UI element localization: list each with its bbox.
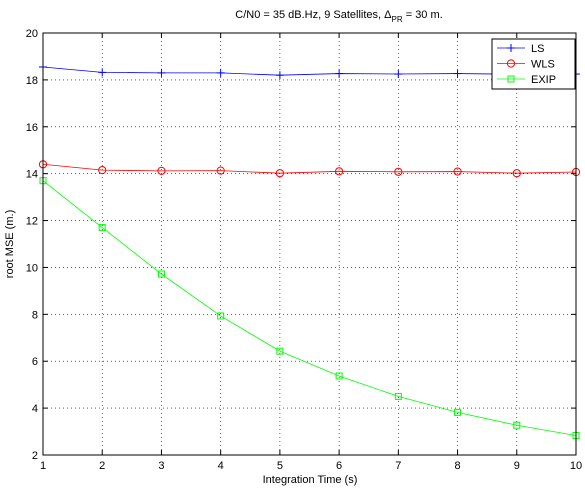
- series-lines: [42, 66, 577, 436]
- data-point-wls: [98, 166, 107, 175]
- data-point-exip: [217, 312, 225, 320]
- x-tick-label: 3: [158, 460, 164, 472]
- series-line-ls: [42, 66, 577, 76]
- data-point-exip: [276, 347, 284, 355]
- y-tick-label: 2: [32, 450, 38, 462]
- data-point-wls: [453, 167, 462, 176]
- y-tick-label: 14: [26, 169, 38, 181]
- x-tick-label: 6: [336, 460, 342, 472]
- x-tick-label: 9: [514, 460, 520, 472]
- data-point-wls: [394, 167, 403, 176]
- x-tick-labels: 1 2 3 4 5 6 7 8 9 10: [40, 460, 582, 472]
- y-tick-label: 16: [26, 122, 38, 134]
- title-subscript: PR: [392, 15, 403, 24]
- data-point-ls: [98, 68, 107, 77]
- axis-ticks: [42, 32, 577, 456]
- series-line-exip: [42, 180, 577, 436]
- data-point-exip: [513, 421, 521, 429]
- data-point-ls: [157, 68, 166, 77]
- title-delta: Δ: [384, 9, 392, 21]
- data-point-exip: [335, 372, 343, 380]
- y-tick-label: 6: [32, 356, 38, 368]
- x-tick-label: 10: [570, 460, 582, 472]
- data-point-wls: [275, 169, 284, 178]
- data-point-ls: [216, 68, 225, 77]
- legend-marker-exip: [507, 75, 515, 83]
- legend-label-ls: LS: [531, 43, 544, 55]
- title-prefix: C/N0 = 35 dB.Hz, 9 Satellites,: [235, 9, 384, 21]
- legend-marker-wls: [506, 59, 516, 68]
- data-point-exip: [394, 392, 402, 400]
- title-suffix: = 30 m.: [403, 9, 443, 21]
- legend-label-wls: WLS: [531, 59, 555, 71]
- y-tick-label: 18: [26, 75, 38, 87]
- y-tick-label: 4: [32, 403, 38, 415]
- x-tick-label: 4: [218, 460, 224, 472]
- data-point-wls: [335, 167, 344, 176]
- plot-area: [43, 33, 576, 455]
- y-tick-label: 8: [32, 309, 38, 321]
- y-tick-labels: 2 4 6 8 10 12 14 16 18 20: [26, 28, 38, 462]
- legend-marker-ls: [507, 44, 515, 52]
- data-point-ls: [453, 69, 462, 78]
- x-tick-label: 2: [99, 460, 105, 472]
- y-axis-label: root MSE (m.): [4, 210, 16, 278]
- data-point-exip: [98, 224, 106, 232]
- series-line-wls: [42, 163, 577, 174]
- data-point-ls: [335, 69, 344, 78]
- data-point-exip: [157, 270, 165, 278]
- y-tick-label: 12: [26, 216, 38, 228]
- data-point-wls: [512, 169, 521, 178]
- legend: LS WLS EXIP: [491, 38, 576, 90]
- legend-box: [491, 38, 576, 90]
- data-point-ls: [394, 70, 403, 79]
- chart-title: C/N0 = 35 dB.Hz, 9 Satellites, ΔPR = 30 …: [235, 9, 442, 24]
- y-tick-label: 10: [26, 262, 38, 274]
- x-tick-label: 8: [454, 460, 460, 472]
- data-point-ls: [275, 71, 284, 80]
- x-tick-label: 5: [277, 460, 283, 472]
- x-axis-label: Integration Time (s): [263, 474, 358, 486]
- y-tick-label: 20: [26, 28, 38, 40]
- grid-lines: [43, 33, 576, 455]
- x-tick-label: 1: [40, 460, 46, 472]
- legend-label-exip: EXIP: [531, 74, 556, 86]
- data-point-exip: [454, 408, 462, 416]
- data-point-wls: [157, 166, 166, 175]
- plot-frame: [42, 32, 577, 456]
- data-point-wls: [216, 166, 225, 175]
- x-tick-label: 7: [395, 460, 401, 472]
